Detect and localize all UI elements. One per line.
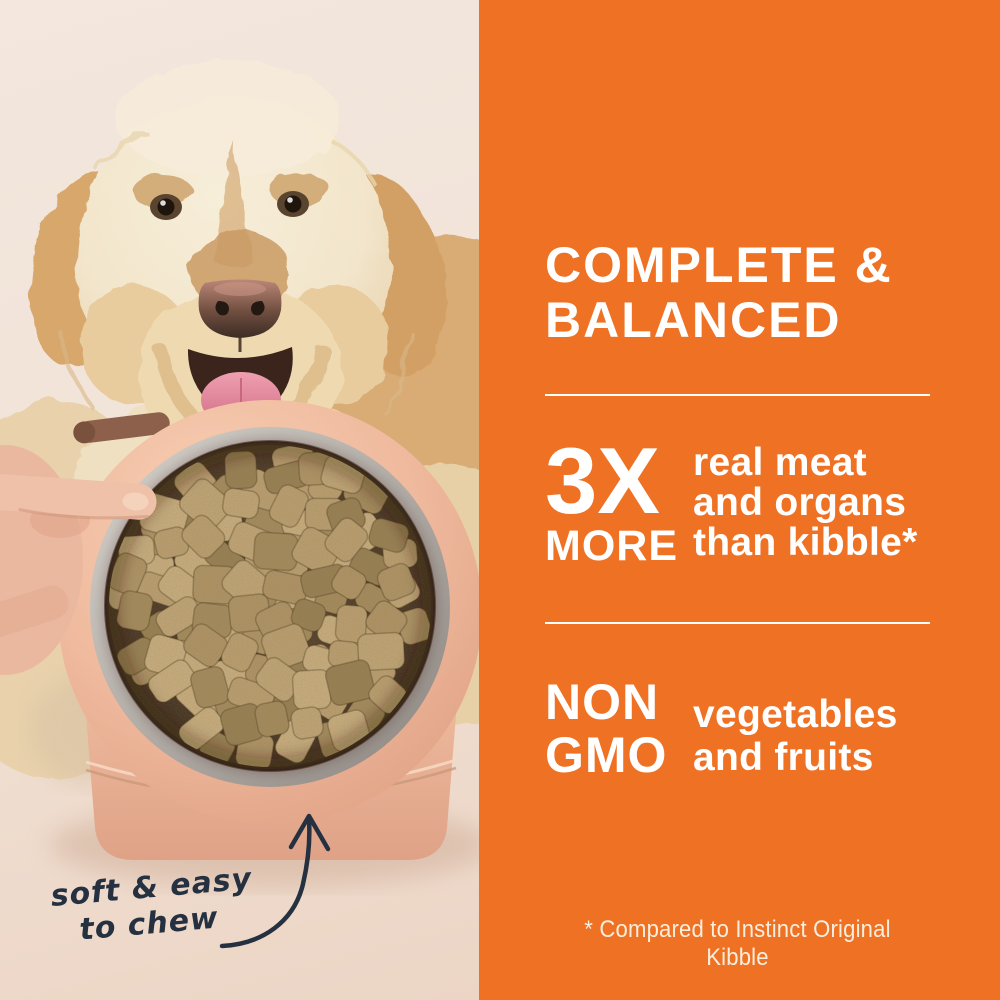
hand bbox=[0, 445, 157, 675]
food-bowl bbox=[50, 400, 479, 887]
stat-non-gmo-line-1: NON bbox=[545, 674, 660, 730]
stat-non-gmo-desc-line-1: vegetables bbox=[693, 693, 898, 736]
stat-3x-qualifier: MORE bbox=[545, 522, 678, 570]
stat-3x-value: 3X MORE bbox=[545, 428, 693, 570]
headline: COMPLETE & BALANCED bbox=[545, 238, 930, 348]
curved-arrow-icon bbox=[219, 813, 331, 949]
stat-non-gmo-line-2: GMO bbox=[545, 727, 668, 783]
stat-3x-desc-line-2: and organs bbox=[693, 481, 907, 524]
footnote: * Compared to Instinct Original Kibble bbox=[584, 916, 891, 971]
divider bbox=[545, 622, 930, 624]
stat-3x-more: 3X MORE real meat and organs than kibble… bbox=[545, 428, 930, 570]
dog-eye-right bbox=[277, 191, 309, 217]
stat-non-gmo-value: NON GMO bbox=[545, 676, 693, 782]
dog-photo-panel: soft & easy to chew bbox=[0, 0, 479, 1000]
dog-nose bbox=[198, 279, 282, 352]
dog-collar bbox=[73, 412, 170, 444]
dog-and-bowl-illustration bbox=[0, 60, 479, 949]
divider bbox=[545, 394, 930, 396]
stat-non-gmo-description: vegetables and fruits bbox=[693, 693, 898, 779]
stat-non-gmo-desc-line-2: and fruits bbox=[693, 736, 874, 779]
headline-line-2: BALANCED bbox=[545, 292, 842, 348]
stat-non-gmo: NON GMO vegetables and fruits bbox=[545, 676, 930, 782]
stat-3x-number: 3X bbox=[545, 428, 660, 533]
stat-3x-desc-line-1: real meat bbox=[693, 441, 867, 484]
stat-3x-description: real meat and organs than kibble* bbox=[693, 443, 918, 563]
stat-3x-desc-line-3: than kibble* bbox=[693, 521, 918, 564]
info-panel: COMPLETE & BALANCED 3X MORE real meat an… bbox=[479, 0, 1000, 1000]
headline-line-1: COMPLETE & bbox=[545, 237, 893, 293]
nugget-texture bbox=[109, 445, 431, 767]
dog-eye-left bbox=[150, 194, 182, 220]
